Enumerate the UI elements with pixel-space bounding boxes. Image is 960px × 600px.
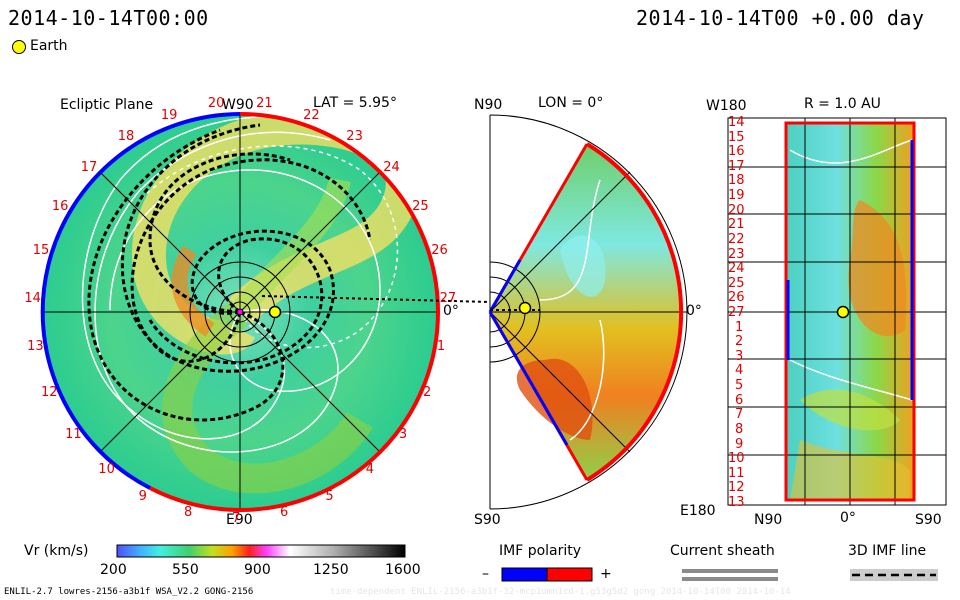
ecliptic-rim-number: 27: [439, 290, 457, 306]
model-info: ENLIL-2.7 lowres-2156-a3b1f WSA_V2.2 GON…: [4, 587, 254, 597]
radial-row-number: 20: [728, 202, 745, 218]
ecliptic-bottom-label: E90: [226, 512, 253, 528]
radial-row-number: 7: [735, 407, 744, 423]
radial-row-number: 11: [728, 465, 745, 481]
radial-row-number: 14: [728, 115, 745, 130]
ecliptic-rim-number: 24: [383, 160, 400, 176]
colorbar-tick-900: 900: [244, 562, 271, 578]
radial-row-number: 22: [728, 231, 745, 247]
radial-bottom-label-n90: N90: [754, 512, 783, 528]
radial-row-number: 3: [735, 348, 744, 364]
radial-row-number: 1: [735, 319, 744, 335]
radial-top-left-label: W180: [706, 98, 747, 114]
meridional-lon-label: LON = 0°: [538, 95, 604, 111]
radial-row-number: 4: [735, 363, 744, 379]
ecliptic-rim-number: 5: [325, 488, 334, 504]
radial-bottom-label-0: 0°: [840, 510, 856, 526]
ecliptic-rim-number: 11: [65, 427, 82, 443]
ecliptic-rim-number: 16: [51, 199, 69, 214]
ecliptic-rim-number: 4: [365, 462, 374, 478]
faint-run-info: time-dependent ENLIL-2156-a3b1f-32-mcp1u…: [330, 587, 791, 597]
colorbar-label: Vr (km/s): [24, 543, 89, 559]
ecliptic-right-label: 0°: [443, 303, 459, 319]
radial-row-number: 2: [735, 334, 744, 350]
radial-row-number: 15: [728, 129, 745, 145]
colorbar-tick-1250: 1250: [313, 562, 349, 578]
ecliptic-rim-number: 22: [303, 107, 320, 123]
ecliptic-rim-number: 26: [431, 243, 448, 259]
colorbar-tick-200: 200: [100, 562, 127, 578]
ecliptic-rim-number: 23: [346, 129, 363, 145]
radial-title: R = 1.0 AU: [804, 96, 881, 112]
imf-line-swatch: [850, 569, 938, 581]
radial-surface-plot: [727, 117, 947, 506]
ecliptic-rim-number: 12: [41, 385, 58, 401]
radial-row-number: 23: [728, 246, 745, 262]
current-sheath-label: Current sheath: [670, 543, 775, 559]
imf-plus-label: +: [600, 566, 612, 582]
current-sheath-swatch: [682, 569, 778, 581]
datetime-right: 2014-10-14T00 +0.00 day: [636, 6, 925, 30]
imf-polarity-label: IMF polarity: [499, 543, 582, 559]
datetime-left: 2014-10-14T00:00: [8, 6, 209, 30]
ecliptic-rim-number: 25: [412, 199, 429, 214]
ecliptic-rim-number: 21: [256, 96, 273, 112]
radial-row-number: 19: [728, 188, 745, 204]
ecliptic-rim-number: 18: [117, 129, 135, 145]
imf-positive-swatch: [546, 567, 593, 582]
meridional-top-label: N90: [474, 97, 503, 113]
radial-row-number: 10: [728, 451, 745, 467]
colorbar-tick-550: 550: [172, 562, 199, 578]
imf-negative-swatch: [501, 567, 548, 582]
earth-legend-marker: [12, 40, 26, 54]
ecliptic-plane-plot: [40, 112, 491, 512]
radial-row-number: 8: [735, 421, 744, 437]
radial-row-number: 9: [735, 436, 744, 452]
radial-row-number: 5: [735, 378, 744, 394]
ecliptic-rim-number: 1: [436, 339, 446, 355]
ecliptic-rim-number: 20: [207, 96, 225, 112]
ecliptic-rim-number: 13: [27, 339, 44, 355]
ecliptic-lat-label: LAT = 5.95°: [313, 95, 397, 111]
radial-row-number: 25: [728, 275, 745, 291]
radial-row-number: 27: [728, 305, 745, 320]
radial-row-number: 13: [728, 495, 745, 510]
earth-legend-label: Earth: [30, 38, 68, 54]
ecliptic-rim-number: 6: [279, 505, 289, 521]
ecliptic-rim-number: 10: [98, 462, 115, 478]
radial-row-number: 17: [728, 158, 745, 174]
ecliptic-title: Ecliptic Plane: [60, 97, 154, 113]
radial-row-number: 12: [728, 480, 745, 496]
meridional-bottom-label: S90: [474, 512, 501, 528]
radial-row-number: 18: [728, 173, 745, 189]
vr-colorbar: [116, 544, 406, 558]
meridional-right-label: 0°: [686, 303, 702, 319]
colorbar-tick-1600: 1600: [385, 562, 421, 578]
radial-row-number: 26: [728, 290, 745, 306]
ecliptic-top-label: W90: [222, 97, 254, 113]
meridional-plane-plot: [488, 114, 688, 510]
ecliptic-rim-number: 8: [184, 505, 193, 521]
ecliptic-rim-number: 7: [232, 511, 241, 526]
ecliptic-rim-number: 17: [80, 160, 98, 176]
ecliptic-rim-number: 14: [24, 290, 41, 306]
radial-row-number: 6: [735, 392, 744, 408]
radial-row-number: 16: [728, 144, 745, 160]
imf-minus-label: –: [482, 566, 489, 582]
ecliptic-rim-number: 9: [138, 488, 147, 504]
ecliptic-rim-number: 15: [32, 243, 50, 259]
radial-row-number: 24: [728, 261, 745, 277]
radial-bottom-label-s90: S90: [915, 512, 942, 528]
radial-row-number: 21: [728, 217, 745, 233]
ecliptic-rim-number: 2: [422, 385, 432, 401]
imf-line-label: 3D IMF line: [848, 543, 927, 559]
ecliptic-rim-number: 3: [398, 427, 408, 443]
ecliptic-rim-number: 19: [160, 107, 178, 123]
radial-bottom-left-label: E180: [680, 503, 716, 519]
